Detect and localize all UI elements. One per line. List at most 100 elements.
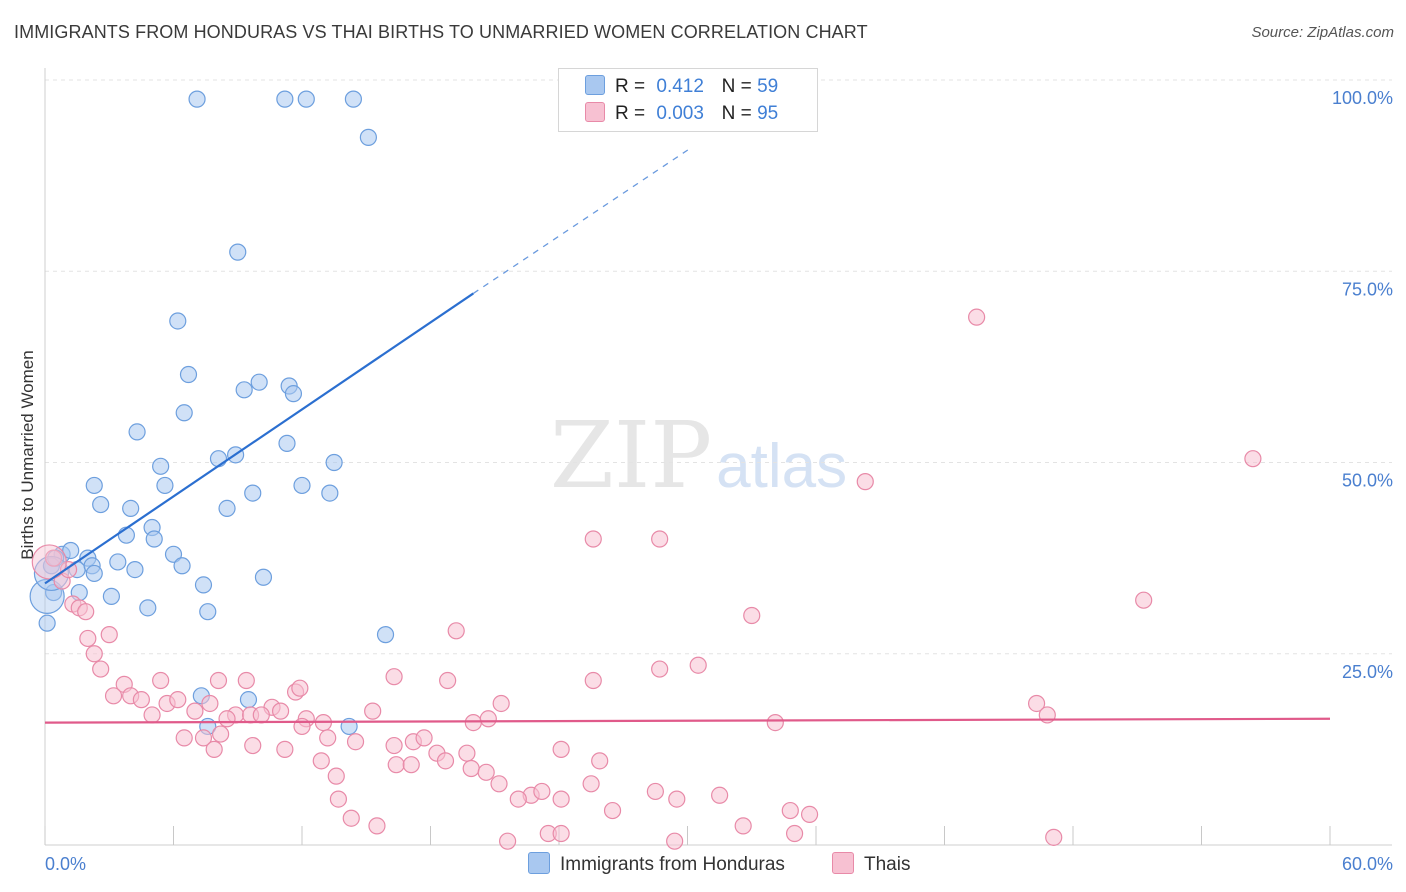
thais-point (100, 626, 118, 644)
honduras-point (152, 457, 170, 475)
honduras-point (179, 365, 198, 384)
thais-point (77, 603, 95, 621)
honduras-point (102, 587, 120, 605)
legend-r-value: 0.003 (656, 103, 704, 124)
thais-point (387, 756, 405, 774)
thais-point (385, 668, 403, 686)
bottom-legend-honduras: Immigrants from Honduras (528, 852, 785, 876)
thais-point (244, 736, 262, 755)
y-tick-label: 50.0% (1342, 471, 1393, 491)
thais-point (591, 752, 609, 770)
honduras-point (278, 434, 296, 452)
thais-point (415, 729, 433, 747)
thais-point (584, 671, 602, 690)
honduras-point (321, 484, 339, 502)
thais-point (492, 694, 510, 713)
y-tick-label: 25.0% (1342, 662, 1393, 682)
thais-point (342, 809, 360, 827)
legend-r-value: 0.412 (656, 76, 704, 97)
thais-point (785, 824, 804, 843)
honduras-point (254, 568, 273, 586)
watermark-zip: ZIP (550, 402, 713, 509)
thais-point (1244, 450, 1262, 468)
thais-point (856, 473, 874, 491)
thais-point (271, 702, 290, 720)
legend-r-label: R = (615, 76, 646, 97)
honduras-point (218, 499, 236, 517)
honduras-point (235, 381, 253, 399)
watermark: ZIPatlas (550, 402, 847, 509)
thais-point (1027, 694, 1046, 713)
watermark-atlas: atlas (716, 432, 848, 501)
legend-swatch-thais (585, 102, 605, 122)
thais-point (668, 790, 686, 808)
thais-point (968, 308, 986, 326)
bottom-legend-label-honduras: Immigrants from Honduras (560, 854, 785, 875)
thais-point (79, 629, 97, 648)
honduras-point (85, 564, 103, 583)
honduras-point (199, 603, 217, 621)
thais-point (800, 805, 819, 824)
honduras-point (325, 453, 343, 472)
thais-point (329, 790, 348, 808)
thais-point (666, 832, 684, 850)
honduras-point (173, 557, 191, 575)
legend-row-thais: R = 0.003 N = 95 (585, 102, 778, 125)
chart-source: Source: ZipAtlas.com (1251, 24, 1394, 41)
thais-point (1045, 828, 1063, 846)
honduras-point (85, 476, 103, 495)
thais-point (766, 713, 784, 732)
honduras-point (194, 576, 213, 594)
honduras-point (239, 691, 258, 709)
honduras-point (293, 476, 311, 495)
thais-point (291, 679, 309, 697)
bottom-legend-thais: Thais (832, 852, 910, 876)
x-tick-label: 0.0% (45, 854, 86, 874)
honduras-point (169, 312, 187, 330)
thais-point (651, 660, 669, 678)
honduras-point (359, 128, 377, 146)
thais-point (402, 756, 420, 774)
thais-point (781, 801, 799, 820)
thais-point (462, 759, 480, 778)
thais-point (143, 706, 161, 724)
legend-swatch-honduras (585, 75, 605, 95)
honduras-point (244, 484, 262, 502)
bottom-legend-swatch-honduras (528, 852, 550, 874)
thais-point (689, 656, 707, 674)
honduras-point (109, 553, 127, 571)
thais-point (44, 549, 63, 567)
honduras-point (92, 495, 110, 514)
thais-point (152, 671, 170, 690)
honduras-point (209, 450, 228, 468)
x-tick-label: 60.0% (1342, 854, 1393, 874)
y-tick-label: 100.0% (1332, 88, 1393, 108)
thais-point (385, 736, 403, 755)
bottom-legend-swatch-thais (832, 852, 854, 874)
thais-point (533, 782, 551, 801)
thais-point (218, 710, 236, 728)
thais-point (711, 786, 729, 804)
legend-n-label: N = (721, 103, 752, 124)
thais-point (186, 702, 204, 720)
honduras-point (229, 243, 247, 261)
honduras-point (44, 583, 63, 602)
thais-point (85, 645, 103, 663)
honduras-point (276, 90, 294, 108)
thais-point (169, 691, 187, 709)
thais-point (464, 713, 482, 732)
honduras-point (297, 90, 315, 108)
thais-point (439, 671, 457, 690)
thais-point (651, 530, 669, 548)
thais-point (364, 702, 382, 720)
honduras-point (376, 626, 395, 644)
y-tick-label: 75.0% (1342, 279, 1393, 299)
thais-point (447, 622, 465, 640)
honduras-point (62, 541, 80, 560)
thais-point (319, 729, 337, 747)
legend-n-label: N = (721, 76, 752, 97)
thais-point (499, 832, 517, 850)
thais-point (252, 706, 270, 724)
thais-point (237, 671, 255, 690)
